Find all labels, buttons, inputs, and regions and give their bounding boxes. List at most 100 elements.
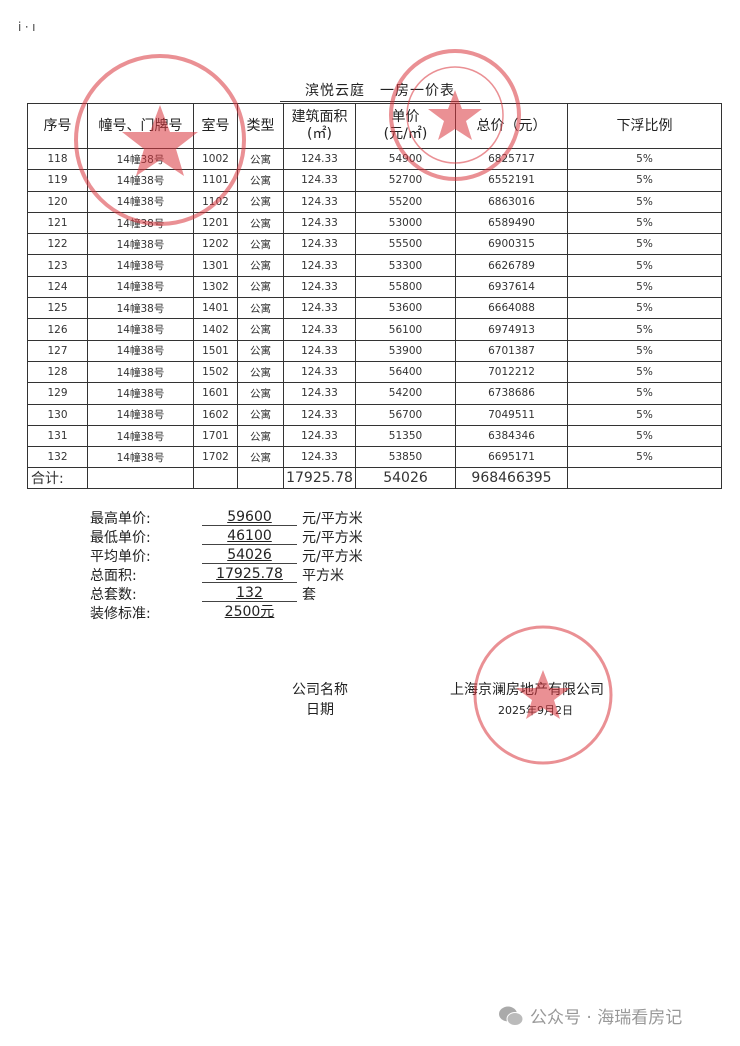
table-cell: 119 — [27, 169, 88, 192]
table-cell: 53000 — [355, 211, 456, 235]
table-cell: 14幢38号 — [87, 211, 194, 235]
table-cell: 公寓 — [237, 211, 284, 235]
table-cell: 5% — [567, 147, 722, 171]
table-cell: 124 — [27, 275, 88, 299]
summary-value-box: 132 — [202, 585, 297, 602]
total-label: 合计: — [27, 467, 88, 490]
summary-value: 17925.78 — [216, 565, 283, 582]
date-label: 日期 — [306, 702, 334, 718]
table-cell: 14幢38号 — [87, 233, 194, 256]
table-cell: 公寓 — [237, 233, 284, 256]
table-cell: 7012212 — [455, 360, 568, 384]
empty-cell — [87, 467, 194, 490]
table-cell: 5% — [567, 339, 722, 362]
company-name: 上海京澜房地产有限公司 — [450, 682, 604, 698]
table-cell: 6695171 — [455, 446, 568, 469]
table-cell: 125 — [27, 297, 88, 320]
table-cell: 14幢38号 — [87, 360, 194, 384]
summary-value: 46100 — [227, 527, 272, 544]
table-row: 122 14幢38号 1202 公寓 124.33 55500 6900315 5% — [27, 233, 722, 256]
table-cell: 5% — [567, 190, 722, 213]
summary-label: 总套数: — [90, 586, 137, 603]
table-cell: 51350 — [355, 424, 456, 448]
table-cell: 1702 — [193, 446, 238, 469]
table-cell: 5% — [567, 211, 722, 235]
table-cell: 56400 — [355, 360, 456, 384]
column-header: 总价（元） — [455, 103, 568, 149]
table-cell: 124.33 — [283, 211, 356, 235]
table-cell: 124.33 — [283, 297, 356, 320]
table-cell: 54200 — [355, 382, 456, 405]
summary-row: 总面积: 17925.78 平方米 — [90, 565, 363, 584]
column-header: 幢号、门牌号 — [87, 103, 194, 149]
wechat-icon — [499, 1006, 524, 1026]
table-cell: 公寓 — [237, 169, 284, 192]
table-cell: 公寓 — [237, 190, 284, 213]
table-cell: 120 — [27, 190, 88, 213]
summary-value: 54026 — [227, 546, 272, 563]
table-cell: 6384346 — [455, 424, 568, 448]
table-cell: 5% — [567, 297, 722, 320]
table-cell: 128 — [27, 360, 88, 384]
table-cell: 14幢38号 — [87, 190, 194, 213]
table-cell: 6552191 — [455, 169, 568, 192]
table-cell: 5% — [567, 360, 722, 384]
table-cell: 130 — [27, 403, 88, 426]
summary-label: 平均单价: — [90, 548, 151, 565]
total-unit-price: 54026 — [355, 467, 456, 490]
table-cell: 14幢38号 — [87, 403, 194, 426]
summary-row: 最低单价: 46100 元/平方米 — [90, 527, 363, 546]
table-cell: 55500 — [355, 233, 456, 256]
table-cell: 1601 — [193, 382, 238, 405]
summary-unit: 平方米 — [302, 567, 344, 584]
page-title: 滨悦云庭 一房一价表 — [280, 80, 480, 102]
summary-row: 总套数: 132 套 — [90, 584, 363, 603]
table-cell: 124.33 — [283, 233, 356, 256]
table-cell: 127 — [27, 339, 88, 362]
column-header: 下浮比例 — [567, 103, 722, 149]
table-cell: 14幢38号 — [87, 446, 194, 469]
table-cell: 53300 — [355, 254, 456, 277]
table-row: 119 14幢38号 1101 公寓 124.33 52700 6552191 5% — [27, 169, 722, 192]
table-cell: 124.33 — [283, 446, 356, 469]
table-cell: 53900 — [355, 339, 456, 362]
table-row: 129 14幢38号 1601 公寓 124.33 54200 6738686 5% — [27, 382, 722, 405]
summary-label: 装修标准: — [90, 605, 151, 622]
table-row: 125 14幢38号 1401 公寓 124.33 53600 6664088 5% — [27, 297, 722, 320]
table-cell: 131 — [27, 424, 88, 448]
empty-cell — [567, 467, 722, 490]
table-cell: 7049511 — [455, 403, 568, 426]
table-row: 127 14幢38号 1501 公寓 124.33 53900 6701387 5% — [27, 339, 722, 362]
table-cell: 14幢38号 — [87, 318, 194, 341]
summary-label: 最低单价: — [90, 529, 151, 546]
table-cell: 1502 — [193, 360, 238, 384]
table-cell: 129 — [27, 382, 88, 405]
table-row: 126 14幢38号 1402 公寓 124.33 56100 6974913 5% — [27, 318, 722, 341]
summary-value: 59600 — [227, 508, 272, 525]
table-cell: 5% — [567, 254, 722, 277]
table-cell: 6626789 — [455, 254, 568, 277]
summary-value-box: 17925.78 — [202, 565, 297, 583]
table-cell: 14幢38号 — [87, 147, 194, 171]
table-cell: 124.33 — [283, 403, 356, 426]
table-cell: 公寓 — [237, 147, 284, 171]
column-header: 单价 (元/㎡) — [355, 103, 456, 149]
table-cell: 1201 — [193, 211, 238, 235]
table-row: 124 14幢38号 1302 公寓 124.33 55800 6937614 5% — [27, 275, 722, 299]
summary-label: 总面积: — [90, 567, 137, 584]
scan-mark: ⅰ ⸱ ı — [18, 20, 36, 34]
table-cell: 53600 — [355, 297, 456, 320]
table-cell: 6738686 — [455, 382, 568, 405]
table-cell: 公寓 — [237, 275, 284, 299]
table-row: 118 14幢38号 1002 公寓 124.33 54900 6825717 5% — [27, 147, 722, 171]
column-header: 室号 — [193, 103, 238, 149]
table-row: 131 14幢38号 1701 公寓 124.33 51350 6384346 5% — [27, 424, 722, 448]
table-cell: 6900315 — [455, 233, 568, 256]
table-cell: 1202 — [193, 233, 238, 256]
summary-label: 最高单价: — [90, 510, 151, 527]
company-labels: 公司名称 日期 — [287, 680, 353, 720]
summary-value-box: 54026 — [202, 546, 297, 564]
summary-unit: 元/平方米 — [302, 529, 363, 546]
summary-unit: 元/平方米 — [302, 548, 363, 565]
table-cell: 6701387 — [455, 339, 568, 362]
